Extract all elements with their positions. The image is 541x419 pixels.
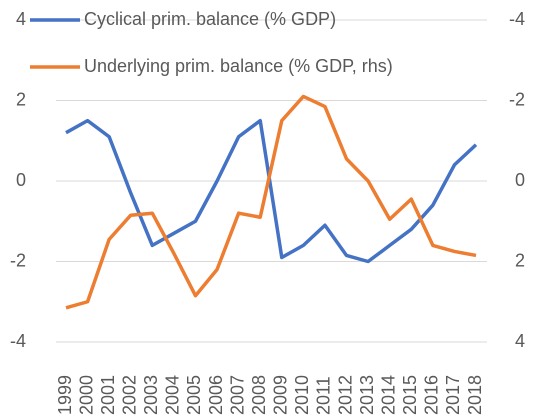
x-tick-label: 2017 [443,375,463,415]
x-tick-label: 2003 [141,375,161,415]
y-tick-label: -4 [10,331,26,351]
y2-tick-label: 0 [515,170,525,190]
x-tick-label: 2009 [271,375,291,415]
x-tick-label: 2013 [357,375,377,415]
x-tick-label: 2011 [314,376,334,415]
y-tick-label: 2 [16,89,26,109]
x-tick-label: 2016 [422,375,442,415]
x-tick-label: 2018 [465,375,485,415]
x-tick-label: 2008 [249,375,269,415]
x-tick-label: 2005 [184,375,204,415]
x-tick-label: 2006 [206,375,226,415]
x-tick-label: 2004 [163,375,183,415]
y2-tick-label: 4 [515,331,525,351]
y-tick-label: -2 [10,250,26,270]
x-tick-label: 2000 [76,375,96,415]
x-tick-label: 2012 [335,375,355,415]
series-line [65,94,477,310]
x-tick-label: 2002 [119,375,139,415]
y-tick-label: 0 [16,170,26,190]
y2-tick-label: -4 [509,9,525,29]
y-tick-label: 4 [16,9,26,29]
x-tick-label: 2007 [227,375,247,415]
x-tick-label: 2014 [378,375,398,415]
x-tick-label: 2015 [400,375,420,415]
legend-label: Underlying prim. balance (% GDP, rhs) [84,56,393,76]
y2-tick-label: -2 [509,89,525,109]
x-tick-label: 2001 [98,375,118,415]
x-tick-label: 1999 [55,375,75,415]
series-line [65,118,478,264]
x-tick-label: 2010 [292,375,312,415]
legend-label: Cyclical prim. balance (% GDP) [84,9,336,29]
y2-tick-label: 2 [515,250,525,270]
